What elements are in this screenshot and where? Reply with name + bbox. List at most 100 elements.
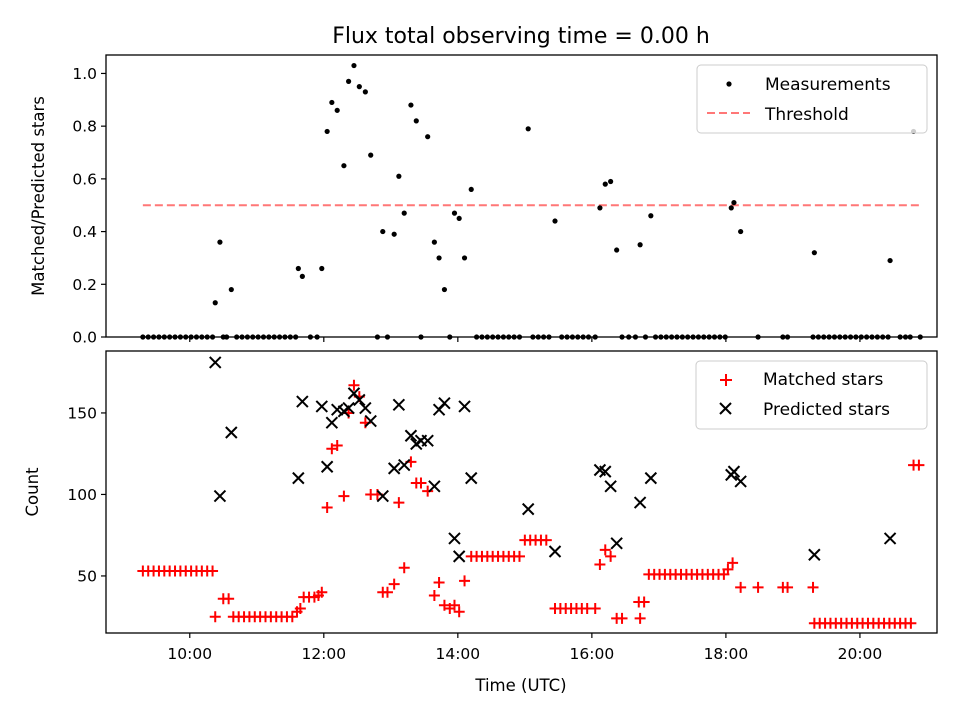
measurement-point	[425, 134, 431, 140]
bottom-y-axis-label: Count	[23, 467, 42, 517]
matched-star-point	[415, 477, 427, 489]
top-y-axis-label: Matched/Predicted stars	[29, 96, 48, 296]
matched-star-point	[540, 534, 552, 546]
predicted-star-point	[404, 429, 418, 442]
measurement-point	[431, 239, 437, 245]
matched-star-point	[338, 490, 350, 502]
measurement-point	[368, 152, 374, 158]
bottom-x-ticks: 10:00 12:00 14:00 16:00 18:00 20:00	[167, 633, 882, 663]
matched-star-point	[722, 563, 734, 575]
predicted-star-point	[727, 465, 741, 478]
predicted-star-point	[392, 398, 406, 411]
measurement-point	[345, 78, 352, 84]
predicted-star-point	[359, 401, 372, 415]
matched-star-point	[513, 550, 525, 562]
predicted-star-point	[213, 489, 227, 503]
matched-star-point	[638, 596, 650, 608]
matched-star-point	[905, 617, 917, 629]
predicted-star-point	[458, 400, 471, 413]
predicted-star-point	[428, 480, 441, 493]
predicted-star-point	[604, 480, 617, 493]
matched-star-point	[321, 501, 333, 513]
predicted-star-point	[438, 396, 451, 410]
matched-star-point	[735, 581, 747, 593]
x-tick-label: 14:00	[435, 645, 480, 663]
matched-star-point	[913, 459, 925, 471]
matched-star-point	[316, 586, 328, 598]
predicted-star-point	[342, 401, 355, 415]
measurement-point	[212, 300, 218, 306]
x-tick-label: 10:00	[167, 645, 212, 663]
measurement-point	[602, 181, 608, 187]
measurement-point	[295, 265, 301, 272]
predicted-star-point	[209, 356, 222, 369]
bottom-y-ticks: 50 100 150	[67, 404, 106, 585]
measurement-point	[329, 99, 335, 106]
matched-star-point	[223, 593, 235, 605]
measurement-point	[614, 247, 620, 253]
matched-star-point	[453, 606, 465, 618]
matched-star-point	[286, 611, 298, 623]
matched-star-point	[782, 581, 794, 593]
predicted-star-point	[883, 532, 897, 545]
y-tick-label: 0.0	[72, 329, 97, 347]
y-tick-label: 0.6	[72, 170, 97, 188]
y-tick-label: 150	[67, 404, 97, 422]
measurement-point	[728, 205, 734, 211]
measurement-point	[413, 118, 419, 124]
measurement-point	[351, 62, 357, 69]
x-tick-label: 12:00	[301, 645, 346, 663]
matched-star-point	[616, 612, 628, 624]
matched-legend-label: Matched stars	[763, 370, 883, 390]
matched-star-point	[209, 611, 221, 623]
predicted-star-point	[292, 471, 305, 485]
predicted-star-point	[465, 471, 478, 485]
y-tick-label: 0.2	[72, 276, 97, 294]
chart-title: Flux total observing time = 0.00 h	[332, 24, 710, 49]
top-y-ticks: 0.0 0.2 0.4 0.6 0.8 1.0	[72, 65, 106, 347]
matched-star-point	[422, 485, 434, 497]
measurement-point	[334, 107, 340, 113]
predicted-star-point	[734, 475, 747, 488]
top-marks	[140, 62, 923, 340]
measurement-point	[731, 199, 737, 206]
predicted-star-point	[296, 395, 309, 408]
measurement-point	[552, 218, 558, 224]
top-legend-box	[696, 64, 928, 134]
matched-star-point	[428, 590, 440, 602]
matched-star-point	[459, 575, 471, 587]
predicted-star-point	[599, 465, 612, 478]
measurement-point	[441, 286, 448, 293]
bottom-legend: Matched stars Predicted stars	[695, 360, 928, 430]
matched-star-point	[448, 599, 460, 611]
x-tick-label: 18:00	[704, 645, 749, 663]
predicted-star-point	[315, 400, 328, 413]
measurement-point	[468, 186, 474, 193]
y-tick-label: 0.8	[72, 118, 97, 136]
predicted-star-point	[353, 393, 366, 407]
x-tick-label: 20:00	[838, 645, 883, 663]
matched-star-point	[727, 557, 739, 569]
measurement-point	[362, 89, 368, 95]
measurement-point	[408, 102, 414, 108]
measurement-point	[597, 205, 603, 211]
measurement-point	[356, 84, 362, 90]
measurement-point	[648, 213, 654, 219]
matched-star-point	[398, 562, 410, 574]
measurement-point	[391, 231, 397, 237]
predicted-star-point	[644, 471, 658, 485]
measurement-point	[380, 228, 386, 235]
matched-star-point	[294, 603, 306, 615]
matched-star-point	[599, 544, 611, 556]
matched-star-point	[605, 550, 617, 562]
matched-star-point	[348, 379, 360, 391]
measurement-point	[324, 128, 330, 135]
measurement-point	[887, 257, 893, 264]
top-panel: 0.0 0.2 0.4 0.6 0.8 1.0 Matched/Predicted sta…	[29, 54, 938, 347]
predicted-star-point	[325, 416, 339, 429]
measurement-point	[451, 210, 458, 216]
matched-star-point	[381, 586, 393, 598]
matched-star-point	[634, 612, 646, 624]
matched-star-point	[331, 440, 343, 452]
